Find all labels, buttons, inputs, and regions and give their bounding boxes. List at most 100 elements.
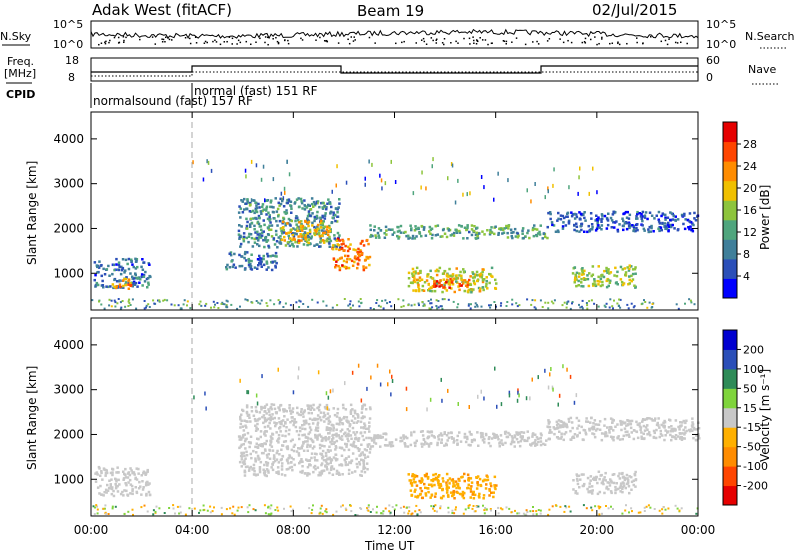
velocity-cell bbox=[604, 471, 607, 475]
nsearch-point bbox=[237, 39, 240, 42]
velocity-ground-cell bbox=[308, 507, 311, 510]
velocity-speckle bbox=[516, 398, 519, 403]
velocity-ground-cell bbox=[290, 510, 293, 513]
power-cell bbox=[337, 244, 341, 247]
velocity-cell bbox=[361, 415, 365, 418]
power-speckle bbox=[371, 162, 373, 167]
power-cell bbox=[411, 274, 415, 278]
power-cell bbox=[292, 227, 295, 230]
power-cell bbox=[330, 205, 333, 209]
velocity-cell bbox=[247, 469, 251, 472]
velocity-cell bbox=[476, 475, 480, 478]
velocity-ground-cell bbox=[535, 513, 538, 516]
power-cell bbox=[590, 217, 593, 220]
velocity-cell bbox=[286, 459, 289, 463]
velocity-cell bbox=[437, 483, 440, 487]
velocity-cell bbox=[624, 486, 627, 490]
velocity-cell bbox=[353, 470, 357, 473]
nsearch-point bbox=[505, 43, 507, 45]
nsearch-point bbox=[204, 40, 207, 43]
power-ground-cell bbox=[220, 302, 223, 305]
velocity-cell bbox=[506, 435, 510, 439]
velocity-ground-cell bbox=[490, 509, 492, 512]
velocity-cell bbox=[368, 451, 372, 454]
power-cell bbox=[595, 227, 599, 230]
velocity-ground-cell bbox=[289, 505, 292, 508]
power-cell bbox=[315, 243, 318, 246]
power-cell bbox=[575, 278, 578, 281]
velocity-speckle bbox=[277, 367, 279, 372]
velocity-cell bbox=[249, 435, 253, 438]
power-cell bbox=[148, 274, 151, 278]
power-cell bbox=[626, 266, 629, 269]
velocity-cell bbox=[605, 485, 609, 489]
velocity-cell bbox=[357, 437, 361, 440]
velocity-cell bbox=[329, 427, 333, 430]
velocity-cell bbox=[588, 485, 591, 489]
velocity-cell bbox=[245, 410, 249, 414]
velocity-cell bbox=[239, 415, 242, 419]
velocity-cell bbox=[630, 480, 634, 484]
power-ground-cell bbox=[277, 299, 280, 302]
power-cell bbox=[131, 277, 134, 280]
velocity-ground-cell bbox=[311, 508, 314, 511]
power-cell bbox=[303, 204, 306, 207]
velocity-speckle bbox=[255, 393, 258, 398]
velocity-cell bbox=[527, 436, 531, 440]
power-ground-cell bbox=[586, 304, 589, 307]
velocity-cell bbox=[567, 417, 570, 421]
velocity-cell bbox=[460, 493, 463, 496]
power-cell bbox=[266, 217, 270, 221]
velocity-cell bbox=[562, 438, 565, 442]
velocity-speckle bbox=[246, 390, 248, 395]
power-ground-cell bbox=[260, 299, 263, 302]
power-cell bbox=[311, 212, 314, 215]
velocity-cell bbox=[355, 421, 358, 424]
velocity-cell bbox=[147, 490, 151, 494]
velocity-cell bbox=[119, 492, 123, 496]
velocity-cell bbox=[468, 430, 471, 434]
power-cell bbox=[362, 268, 366, 272]
velocity-cell bbox=[625, 473, 629, 477]
power-ground-cell bbox=[158, 300, 161, 303]
velocity-cell bbox=[443, 432, 446, 436]
velocity-cell bbox=[296, 411, 299, 415]
power-cell bbox=[628, 213, 632, 217]
power-speckle bbox=[451, 163, 454, 168]
velocity-cell bbox=[347, 421, 350, 424]
power-cell bbox=[688, 220, 691, 223]
power-cell bbox=[602, 275, 606, 279]
velocity-cell bbox=[287, 432, 291, 436]
colorbar-swatch bbox=[723, 466, 737, 487]
velocity-cell bbox=[415, 484, 419, 487]
velocity-ground-cell bbox=[247, 511, 250, 514]
velocity-cell bbox=[634, 485, 637, 488]
power-cell bbox=[463, 289, 466, 293]
power-cell bbox=[284, 244, 288, 247]
velocity-cell bbox=[607, 488, 610, 491]
velocity-cell bbox=[426, 487, 429, 490]
power-cell bbox=[338, 239, 342, 242]
power-cell bbox=[276, 224, 279, 227]
power-cell bbox=[641, 210, 645, 214]
velocity-cell bbox=[583, 429, 587, 432]
velocity-cell bbox=[292, 458, 295, 461]
velocity-cell bbox=[285, 468, 289, 471]
power-cell bbox=[676, 228, 680, 232]
velocity-ground-cell bbox=[174, 512, 176, 515]
velocity-cell bbox=[688, 428, 691, 432]
power-cell bbox=[316, 227, 319, 231]
velocity-cell bbox=[279, 458, 283, 462]
power-cell bbox=[657, 218, 660, 221]
velocity-ground-cell bbox=[594, 505, 597, 508]
colorbar-tick-label: 15 bbox=[743, 402, 757, 415]
power-cell bbox=[133, 283, 137, 286]
power-cell bbox=[325, 238, 329, 241]
power-speckle bbox=[250, 198, 253, 203]
velocity-cell bbox=[365, 462, 369, 465]
velocity-cell bbox=[629, 422, 633, 426]
power-cell bbox=[262, 254, 265, 258]
velocity-cell bbox=[243, 474, 247, 477]
power-cell bbox=[640, 217, 643, 220]
velocity-cell bbox=[507, 431, 510, 435]
